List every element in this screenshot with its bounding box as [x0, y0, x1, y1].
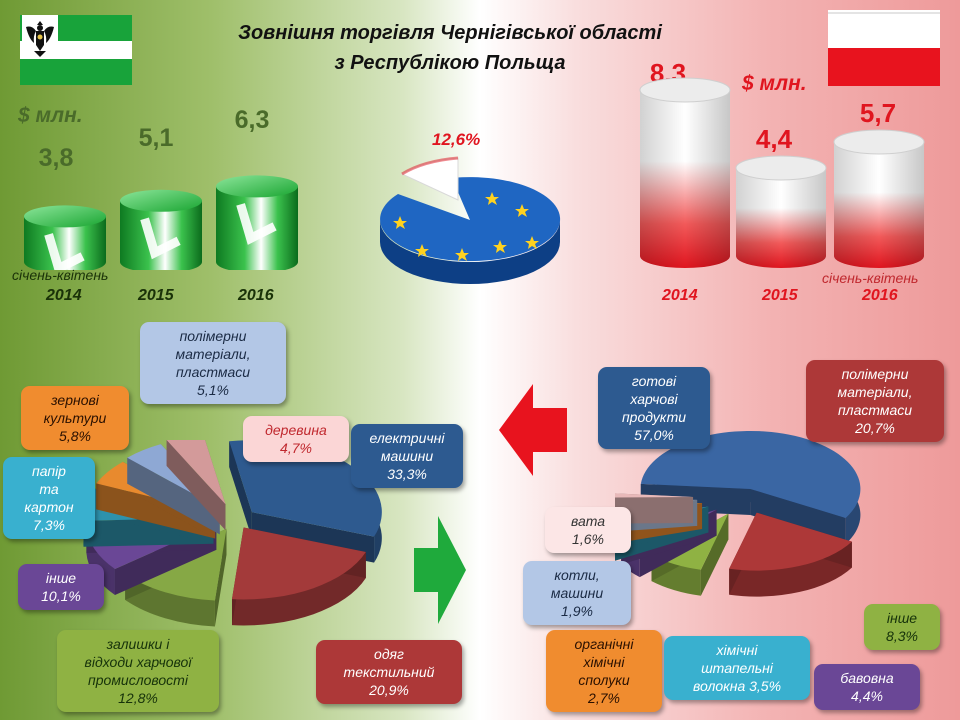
arrow-right-icon	[414, 516, 466, 624]
import-pie-slice-7	[615, 493, 694, 524]
import-label-fiber: хімічні штапельні волокна 3,5%	[664, 636, 810, 700]
import-label-organic: органічні хімічні сполуки 2,7%	[546, 630, 662, 712]
right-bar-chart	[639, 77, 925, 268]
export-label-polymer: полімерни матеріали, пластмаси 5,1%	[140, 322, 286, 404]
import-label-other: інше 8,3%	[864, 604, 940, 650]
left-bar-2014	[24, 205, 106, 270]
left-bar-chart	[24, 175, 298, 270]
right-unit-label: $ млн.	[742, 72, 807, 95]
slide-title: Зовнішня торгівля Чернігівської області …	[238, 22, 662, 74]
import-label-food: готові харчові продукти 57,0%	[598, 367, 710, 449]
export-label-wood: деревина 4,7%	[243, 416, 349, 462]
import-label-wool: вата 1,6%	[545, 507, 631, 553]
left-unit-label: $ млн.	[18, 104, 83, 127]
right-bar-2015	[735, 155, 827, 268]
export-label-electric: електричні машини 33,3%	[351, 424, 463, 488]
right-period-note: січень-квітень	[822, 270, 919, 286]
export-pie-slice-1	[231, 527, 366, 626]
export-label-waste: залишки і відходи харчової промисловості 12…	[57, 630, 219, 712]
import-pie-slice-0	[640, 430, 861, 544]
eu-share-pie	[380, 156, 561, 284]
right-year-2014: 2014	[662, 287, 698, 304]
left-period-note: січень-квітень	[12, 267, 109, 283]
poland-flag-icon	[828, 10, 940, 86]
export-pie-slice-7	[166, 440, 226, 531]
right-year-2015: 2015	[762, 287, 798, 304]
left-year-2016: 2016	[238, 287, 274, 304]
right-bar-2016	[833, 129, 925, 268]
export-label-clothing: одяг текстильний 20,9%	[316, 640, 462, 704]
import-label-boilers: котли, машини 1,9%	[523, 561, 631, 625]
left-value-2014: 3,8	[38, 144, 74, 172]
right-bar-2014	[639, 77, 731, 268]
left-year-2014: 2014	[46, 287, 82, 304]
left-bar-2015	[120, 189, 202, 270]
left-year-2015: 2015	[138, 287, 174, 304]
import-label-cotton: бавовна 4,4%	[814, 664, 920, 710]
export-label-grain: зернові культури 5,8%	[21, 386, 129, 450]
left-bar-2016	[216, 175, 298, 270]
import-structure-pie	[615, 430, 861, 597]
left-value-2015: 5,1	[138, 124, 174, 152]
chernihiv-flag-icon	[20, 15, 132, 85]
eu-share-label: 12,6%	[432, 130, 481, 149]
eu-star-icon	[393, 192, 539, 261]
eu-pie-share-slice	[400, 157, 459, 201]
arrow-left-icon	[499, 384, 567, 476]
import-pie-slice-1	[729, 512, 852, 597]
right-year-2016: 2016	[862, 287, 898, 304]
right-value-2015: 4,4	[755, 124, 793, 154]
export-label-paper: папір та картон 7,3%	[3, 457, 95, 539]
left-value-2016: 6,3	[234, 106, 270, 134]
export-label-other: інше 10,1%	[18, 564, 104, 610]
import-label-polymer: полімерни матеріали, пластмаси 20,7%	[806, 360, 944, 442]
eu-pie-side	[380, 220, 560, 284]
eu-pie-main-slice	[380, 177, 561, 262]
right-value-2016: 5,7	[859, 98, 897, 128]
